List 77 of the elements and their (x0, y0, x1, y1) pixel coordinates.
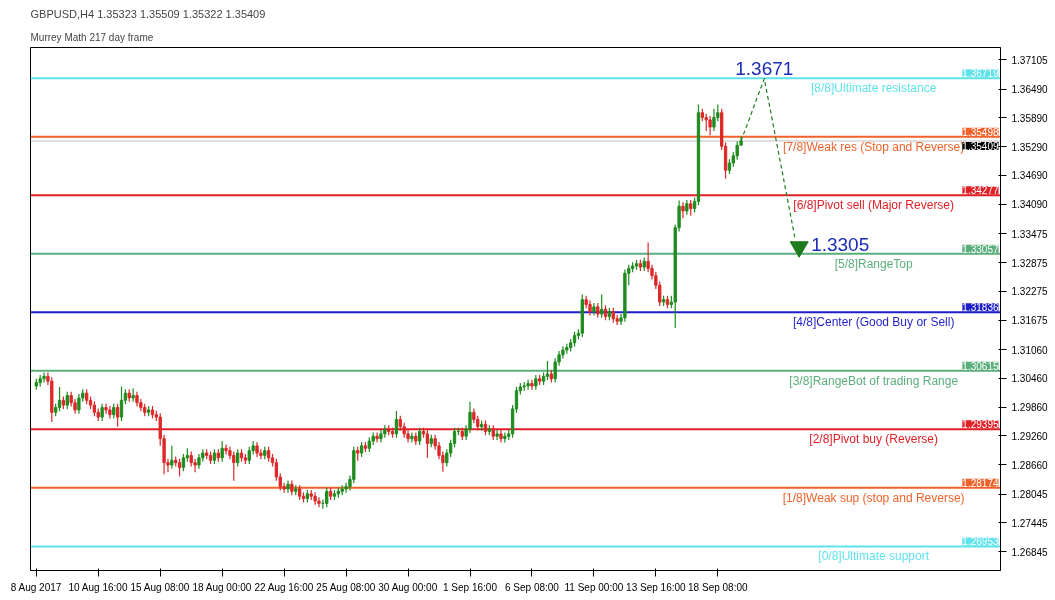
candlestick (375, 431, 379, 444)
ref-line-label: [0/8]Ultimate support (818, 549, 930, 564)
candlestick (600, 293, 604, 319)
candlestick (708, 115, 712, 136)
x-tick-label: 6 Sep 08:00 (504, 581, 560, 593)
annotation: 1.36719 (962, 68, 999, 80)
annotation: 1.34277 (962, 185, 999, 197)
y-tick-label: 1.37105 (1011, 54, 1049, 66)
x-tick-label: 30 Aug 00:00 (378, 581, 438, 593)
candlestick (681, 201, 685, 219)
ref-line-label: [5/8]RangeTop (834, 256, 914, 271)
ref-line-label: [1/8]Weak sup (stop and Reverse) (782, 490, 965, 505)
candlestick (108, 405, 112, 420)
annotation: 1.26953 (962, 536, 999, 548)
x-tick-label: 13 Sep 16:00 (626, 581, 687, 593)
annotation: 1.33057 (962, 243, 999, 255)
candlestick (317, 496, 321, 508)
annotation: 1.29395 (962, 419, 999, 431)
candlestick (220, 440, 224, 463)
candlestick (545, 360, 550, 381)
x-tick-label: 15 Aug 08:00 (130, 581, 190, 593)
ref-line-label: [4/8]Center (Good Buy or Sell) (792, 315, 955, 330)
y-tick-label: 1.36490 (1011, 84, 1049, 96)
x-tick-label: 8 Aug 2017 (10, 581, 62, 593)
y-tick-label: 1.33475 (1011, 228, 1049, 240)
candlestick (410, 431, 414, 444)
y-tick-label: 1.32275 (1011, 286, 1049, 298)
ref-line-label: [2/8]Pivot buy (Reverse) (809, 432, 939, 447)
candlestick (77, 393, 81, 415)
candlestick (379, 429, 383, 444)
annotation: 1.31836 (962, 302, 999, 314)
y-tick-label: 1.34690 (1011, 170, 1049, 182)
ref-line-label: [8/8]Ultimate resistance (810, 81, 937, 96)
annotation: 1.35409 (962, 141, 999, 153)
candlestick (224, 443, 228, 456)
candlestick (526, 379, 530, 391)
candlestick (232, 451, 236, 482)
ref-line-label: [6/8]Pivot sell (Major Reverse) (793, 198, 955, 213)
chart-subtitle: Murrey Math 217 day frame (30, 31, 154, 43)
annotation: 1.3671 (735, 57, 794, 79)
annotation: 1.30615 (962, 360, 999, 372)
x-tick-label: 25 Aug 08:00 (316, 581, 376, 593)
candlestick (712, 108, 716, 132)
x-tick-label: 18 Aug 00:00 (192, 581, 252, 593)
x-tick-label: 22 Aug 16:00 (254, 581, 314, 593)
candlestick (530, 379, 534, 391)
y-tick-label: 1.26845 (1011, 546, 1049, 558)
candlestick (42, 371, 46, 384)
y-tick-label: 1.27445 (1011, 517, 1049, 529)
y-tick-label: 1.28660 (1011, 459, 1049, 471)
y-tick-label: 1.31060 (1011, 344, 1049, 356)
x-tick-label: 1 Sep 16:00 (443, 581, 498, 593)
y-tick-label: 1.29260 (1011, 430, 1049, 442)
ref-line-label: [3/8]RangeBot of trading Range (789, 373, 959, 388)
candlestick (104, 403, 108, 415)
y-tick-label: 1.32875 (1011, 257, 1049, 269)
x-tick-label: 11 Sep 00:00 (564, 581, 624, 593)
candlestick (325, 486, 329, 508)
y-tick-label: 1.31675 (1011, 315, 1049, 327)
y-tick-label: 1.34090 (1011, 199, 1049, 211)
y-tick-label: 1.29860 (1011, 402, 1049, 414)
x-tick-label: 10 Aug 16:00 (68, 581, 128, 593)
annotation: 1.3305 (811, 234, 870, 256)
y-tick-label: 1.35890 (1011, 112, 1049, 124)
candlestick (313, 491, 317, 506)
chart-title: GBPUSD,H4 1.35323 1.35509 1.35322 1.35409 (30, 7, 266, 20)
candlestick (170, 445, 174, 470)
candlestick (495, 429, 499, 441)
y-tick-label: 1.30460 (1011, 373, 1049, 385)
y-tick-label: 1.35290 (1011, 141, 1049, 153)
candlestick (131, 387, 135, 403)
candlestick (503, 431, 507, 444)
annotation: 1.35498 (962, 126, 999, 138)
y-tick-label: 1.28045 (1011, 489, 1049, 501)
x-tick-label: 18 Sep 08:00 (688, 581, 749, 593)
annotation: 1.28174 (962, 477, 999, 489)
candlestick (286, 479, 290, 494)
